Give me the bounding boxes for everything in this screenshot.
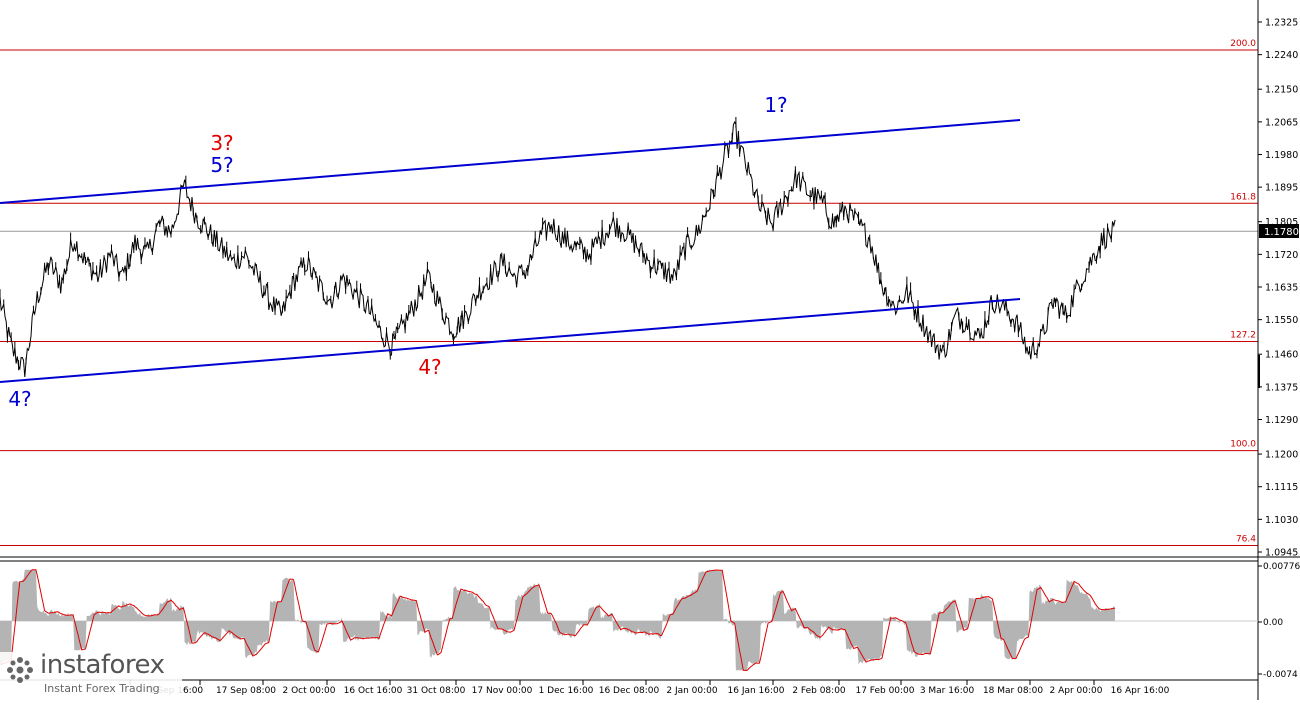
price-tick-label: 1.1895 — [1265, 183, 1298, 194]
wave-label-5: 5? — [210, 153, 233, 177]
price-tick-label: 1.1115 — [1265, 482, 1298, 493]
time-tick-label: 31 Oct 08:00 — [407, 686, 466, 696]
time-tick-label: 16 Jan 16:00 — [728, 686, 785, 696]
price-tick-label: 1.1805 — [1265, 217, 1298, 228]
fib-level-label: 161.8 — [1230, 192, 1256, 202]
time-tick-label: 1 Dec 16:00 — [539, 686, 594, 696]
price-tick-label: 1.1200 — [1265, 450, 1298, 461]
time-tick-label: 2 Feb 08:00 — [792, 686, 846, 696]
time-tick-label: 2 Jan 00:00 — [666, 686, 718, 696]
time-tick-label: 2 Oct 00:00 — [283, 686, 336, 696]
price-tick-label: 1.2240 — [1265, 50, 1298, 61]
price-tick-label: 1.2065 — [1265, 117, 1298, 128]
fibonacci-levels: 200.0 161.8 127.2 100.0 76.4 — [0, 39, 1258, 546]
oscillator-axis: 0.00776 0.00 -0.0074 — [1258, 562, 1300, 680]
current-price-label: 1.1780 — [1264, 227, 1299, 238]
channel-upper-line[interactable] — [0, 119, 1021, 204]
current-price-tag: 1.1780 — [1259, 224, 1299, 238]
price-tick-label: 1.1290 — [1265, 415, 1298, 426]
price-tick-label: 1.1550 — [1265, 315, 1298, 326]
price-axis: 1.2325 1.2240 1.2150 1.2065 1.1980 1.1895 1.18… — [1258, 18, 1298, 559]
price-tick-label: 1.0945 — [1265, 548, 1298, 559]
time-tick-label: 3 Mar 16:00 — [920, 686, 975, 696]
price-series — [0, 117, 1116, 378]
price-tick-label: 1.1460 — [1265, 350, 1298, 361]
price-tick-label: 1.1030 — [1265, 515, 1298, 526]
price-tick-label: 1.2150 — [1265, 85, 1298, 96]
watermark-tagline: Instant Forex Trading — [44, 682, 160, 695]
price-tick-label: 1.1720 — [1265, 250, 1298, 261]
time-tick-label: 17 Feb 00:00 — [855, 686, 914, 696]
time-tick-label: 16 Apr 16:00 — [1111, 686, 1170, 696]
time-tick-label: 18 Mar 08:00 — [983, 686, 1043, 696]
wave-label-1: 1? — [764, 93, 787, 117]
oscillator-tick-label: 0.00 — [1263, 618, 1283, 628]
time-tick-label: 17 Nov 00:00 — [472, 686, 533, 696]
fib-level-label: 76.4 — [1236, 534, 1256, 544]
oscillator-signal-line — [0, 569, 1116, 671]
oscillator-panel — [0, 569, 1258, 671]
channel-lower-line[interactable] — [0, 298, 1021, 383]
price-tick-label: 1.2325 — [1265, 18, 1298, 29]
wave-label-4-blue: 4? — [8, 387, 31, 411]
oscillator-tick-label: 0.00776 — [1263, 562, 1300, 572]
price-tick-label: 1.1375 — [1265, 382, 1298, 393]
oscillator-tick-label: -0.0074 — [1263, 670, 1298, 680]
watermark-brand: instaforex — [40, 650, 165, 680]
price-tick-label: 1.1980 — [1265, 150, 1298, 161]
instaforex-logo-icon — [7, 657, 33, 683]
fib-level-label: 200.0 — [1230, 39, 1256, 49]
price-line — [0, 120, 1116, 378]
price-tick-label: 1.1635 — [1265, 283, 1298, 294]
wave-labels: 3? 5? 1? 4? 4? — [8, 93, 787, 411]
watermark: instaforex Instant Forex Trading — [0, 650, 182, 698]
time-tick-label: 16 Oct 16:00 — [344, 686, 403, 696]
time-tick-label: 2 Apr 00:00 — [1050, 686, 1103, 696]
wave-label-3: 3? — [210, 131, 233, 155]
time-tick-label: 16 Dec 08:00 — [599, 686, 660, 696]
time-tick-label: 17 Sep 08:00 — [216, 686, 276, 696]
fib-level-label: 100.0 — [1230, 440, 1256, 450]
main-price-panel: 200.0 161.8 127.2 100.0 76.4 3? 5? 1? 4? 4? — [0, 39, 1258, 546]
fib-level-label: 127.2 — [1230, 331, 1256, 341]
wave-channel-lines[interactable] — [0, 119, 1021, 383]
wave-label-4-red: 4? — [418, 355, 441, 379]
